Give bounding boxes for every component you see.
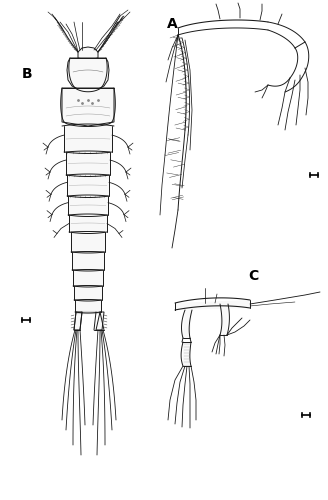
Polygon shape: [69, 215, 107, 232]
Polygon shape: [62, 88, 114, 126]
Polygon shape: [220, 304, 228, 335]
Polygon shape: [74, 286, 102, 300]
Polygon shape: [68, 196, 108, 215]
Polygon shape: [71, 232, 105, 252]
Polygon shape: [73, 270, 103, 286]
Text: B: B: [22, 67, 32, 81]
Polygon shape: [183, 310, 192, 338]
Text: A: A: [167, 17, 178, 31]
Polygon shape: [67, 58, 109, 91]
Polygon shape: [75, 300, 101, 312]
Text: C: C: [248, 269, 258, 283]
Polygon shape: [64, 126, 112, 152]
Polygon shape: [183, 342, 191, 366]
Polygon shape: [72, 252, 104, 270]
Polygon shape: [96, 312, 104, 330]
Polygon shape: [67, 175, 109, 196]
Polygon shape: [78, 47, 98, 60]
Polygon shape: [175, 300, 250, 310]
Polygon shape: [66, 152, 110, 175]
Polygon shape: [74, 312, 82, 330]
